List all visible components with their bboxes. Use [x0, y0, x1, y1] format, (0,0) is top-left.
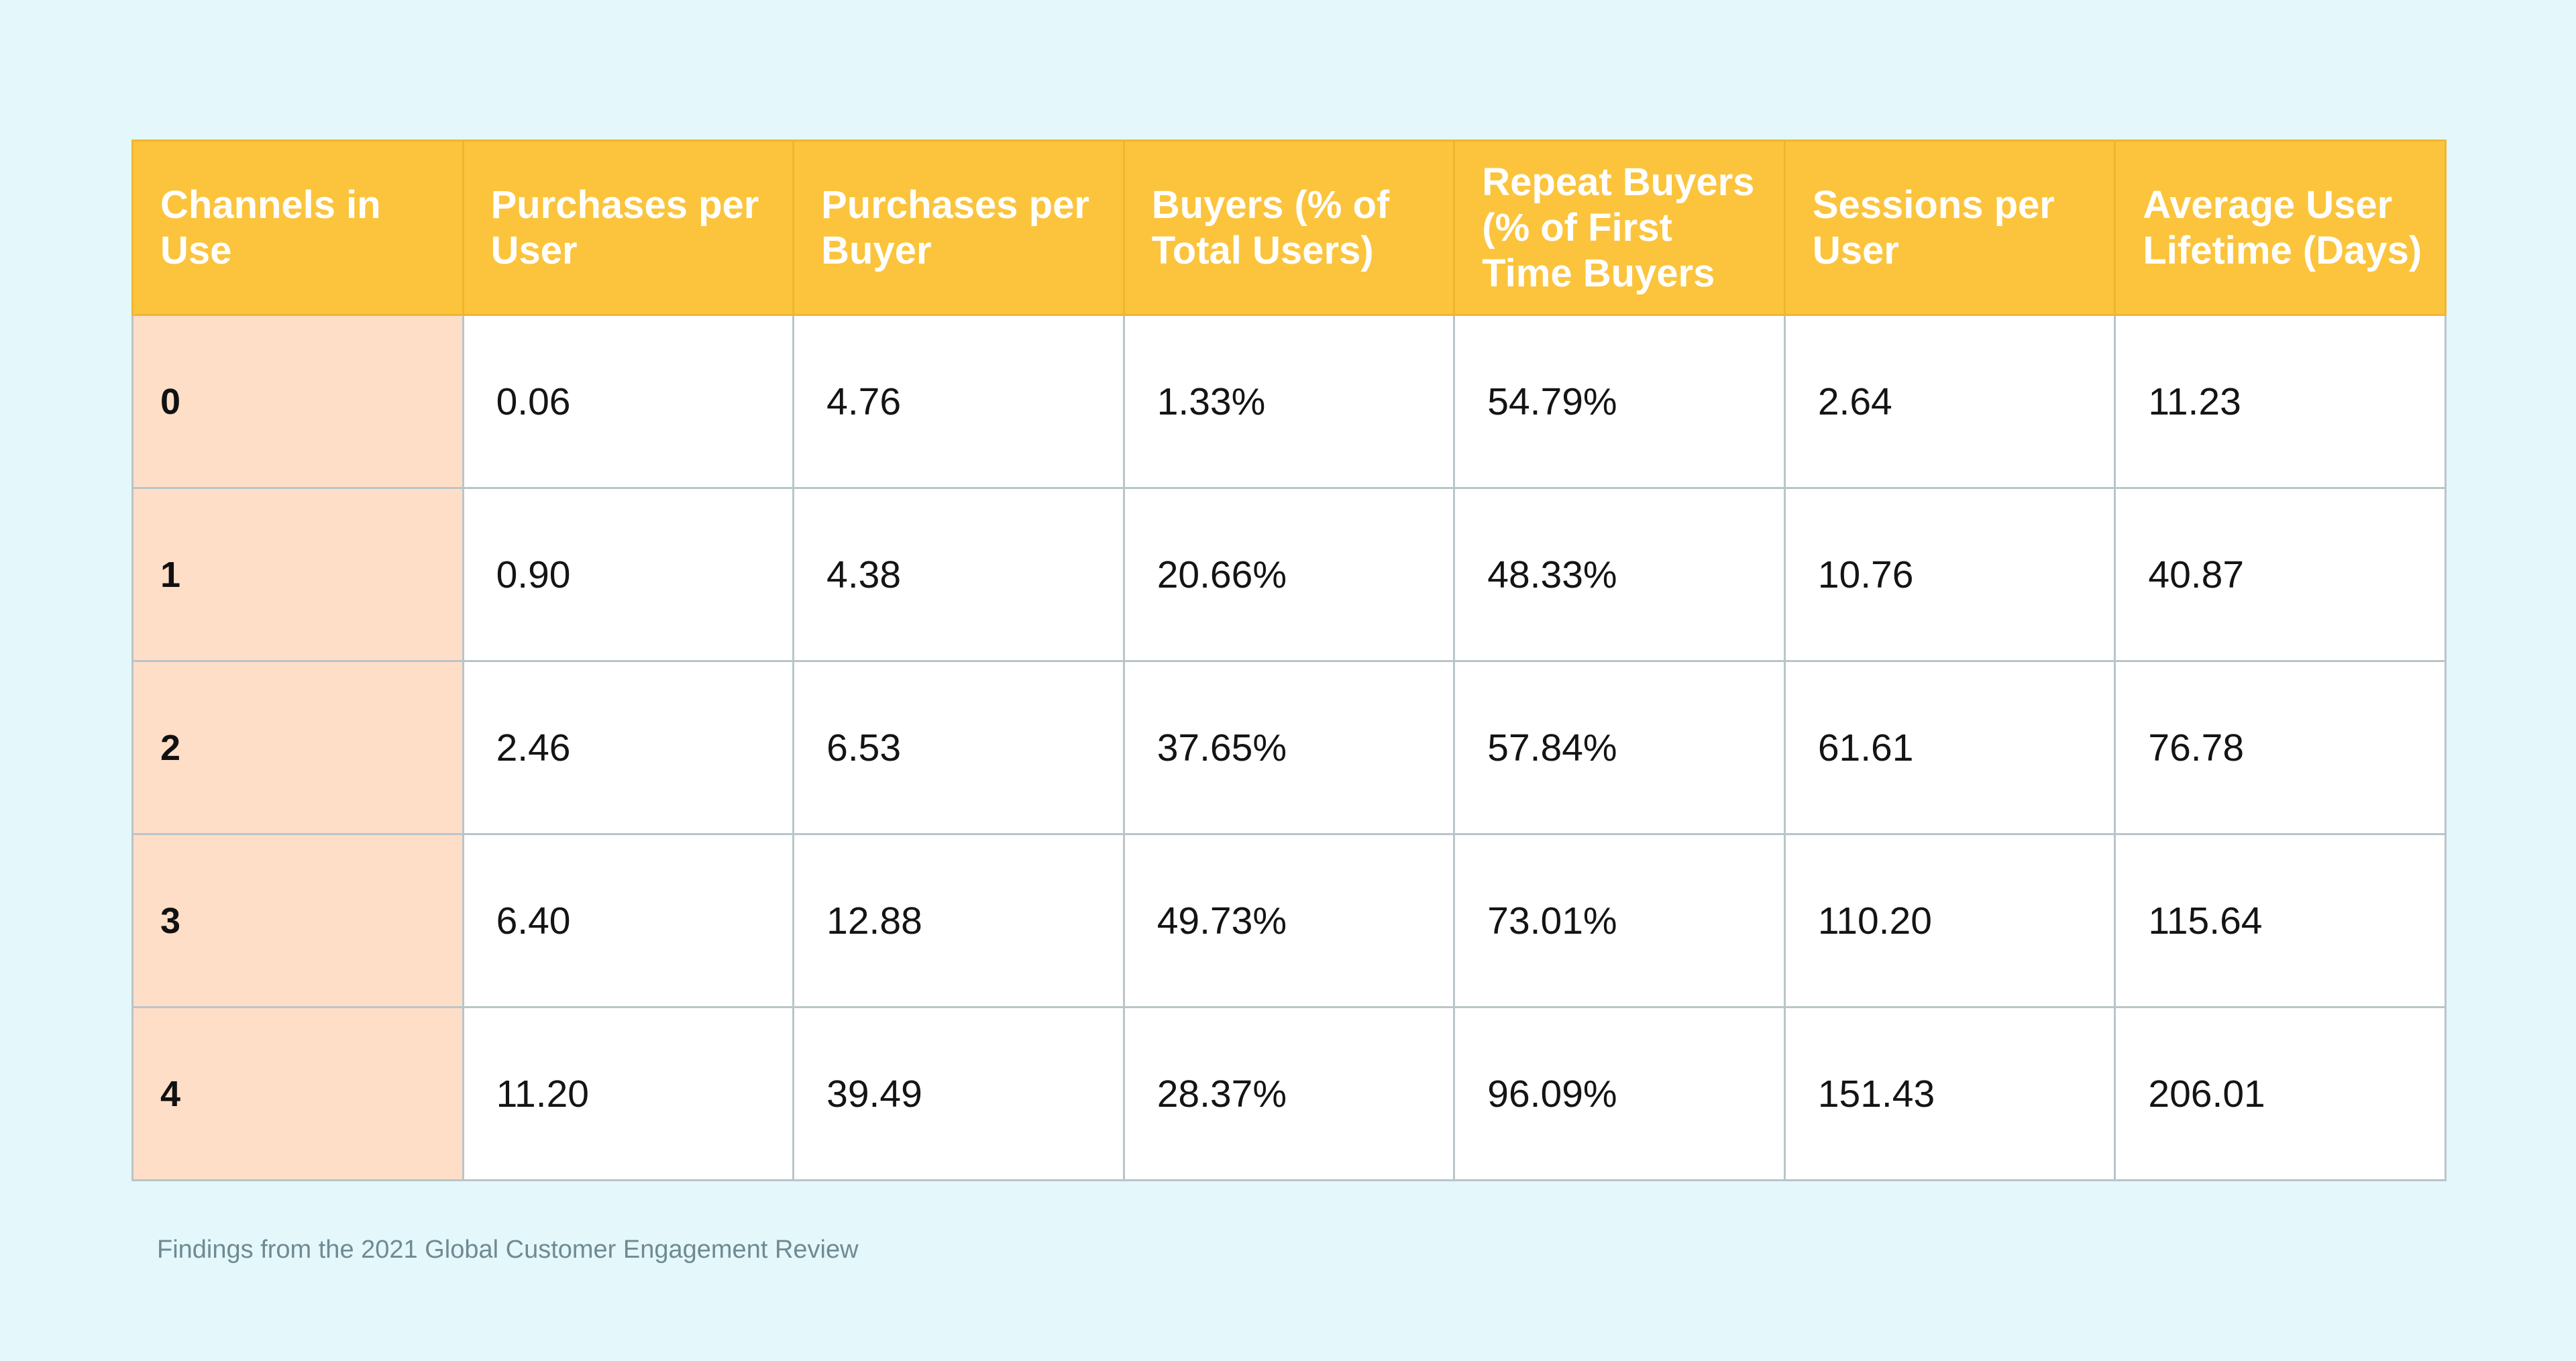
table-header-row: Channels in Use Purchases per User Purch…	[131, 140, 2447, 316]
table-cell: 110.20	[1783, 833, 2116, 1008]
table-cell: 1.33%	[1122, 314, 1456, 489]
table-cell: 10.76	[1783, 487, 2116, 662]
table-cell: 73.01%	[1453, 833, 1786, 1008]
table-cell: 206.01	[2114, 1006, 2447, 1181]
table-row: 0 0.06 4.76 1.33% 54.79% 2.64 11.23	[131, 314, 2447, 489]
table-cell: 4.38	[792, 487, 1125, 662]
table-row: 2 2.46 6.53 37.65% 57.84% 61.61 76.78	[131, 660, 2447, 835]
table-cell: 61.61	[1783, 660, 2116, 835]
table-cell: 2.46	[462, 660, 795, 835]
row-label-channels-2: 2	[131, 660, 464, 835]
table-cell: 151.43	[1783, 1006, 2116, 1181]
table-cell: 6.53	[792, 660, 1125, 835]
table-cell: 54.79%	[1453, 314, 1786, 489]
row-label-channels-4: 4	[131, 1006, 464, 1181]
table-cell: 40.87	[2114, 487, 2447, 662]
column-header-purchases-per-user: Purchases per User	[462, 140, 795, 316]
column-header-sessions-per-user: Sessions per User	[1783, 140, 2116, 316]
column-header-channels-in-use: Channels in Use	[131, 140, 464, 316]
table-row: 4 11.20 39.49 28.37% 96.09% 151.43 206.0…	[131, 1006, 2447, 1181]
column-header-buyers-pct: Buyers (% of Total Users)	[1122, 140, 1456, 316]
table-cell: 39.49	[792, 1006, 1125, 1181]
column-header-purchases-per-buyer: Purchases per Buyer	[792, 140, 1125, 316]
table-cell: 0.90	[462, 487, 795, 662]
table-cell: 115.64	[2114, 833, 2447, 1008]
table-cell: 20.66%	[1122, 487, 1456, 662]
table-cell: 0.06	[462, 314, 795, 489]
table-cell: 6.40	[462, 833, 795, 1008]
table-cell: 96.09%	[1453, 1006, 1786, 1181]
channels-engagement-table: Channels in Use Purchases per User Purch…	[131, 140, 2447, 1181]
row-label-channels-1: 1	[131, 487, 464, 662]
table-caption: Findings from the 2021 Global Customer E…	[157, 1236, 859, 1264]
table-cell: 4.76	[792, 314, 1125, 489]
column-header-repeat-buyers-pct: Repeat Buyers (% of First Time Buyers	[1453, 140, 1786, 316]
table-cell: 48.33%	[1453, 487, 1786, 662]
table-cell: 12.88	[792, 833, 1125, 1008]
table-row: 3 6.40 12.88 49.73% 73.01% 110.20 115.64	[131, 833, 2447, 1008]
row-label-channels-3: 3	[131, 833, 464, 1008]
table-cell: 11.23	[2114, 314, 2447, 489]
table-cell: 2.64	[1783, 314, 2116, 489]
table-cell: 11.20	[462, 1006, 795, 1181]
table-cell: 57.84%	[1453, 660, 1786, 835]
table-cell: 37.65%	[1122, 660, 1456, 835]
table-cell: 76.78	[2114, 660, 2447, 835]
row-label-channels-0: 0	[131, 314, 464, 489]
column-header-average-user-lifetime: Average User Lifetime (Days)	[2114, 140, 2447, 316]
table-cell: 49.73%	[1122, 833, 1456, 1008]
table-row: 1 0.90 4.38 20.66% 48.33% 10.76 40.87	[131, 487, 2447, 662]
table-cell: 28.37%	[1122, 1006, 1456, 1181]
